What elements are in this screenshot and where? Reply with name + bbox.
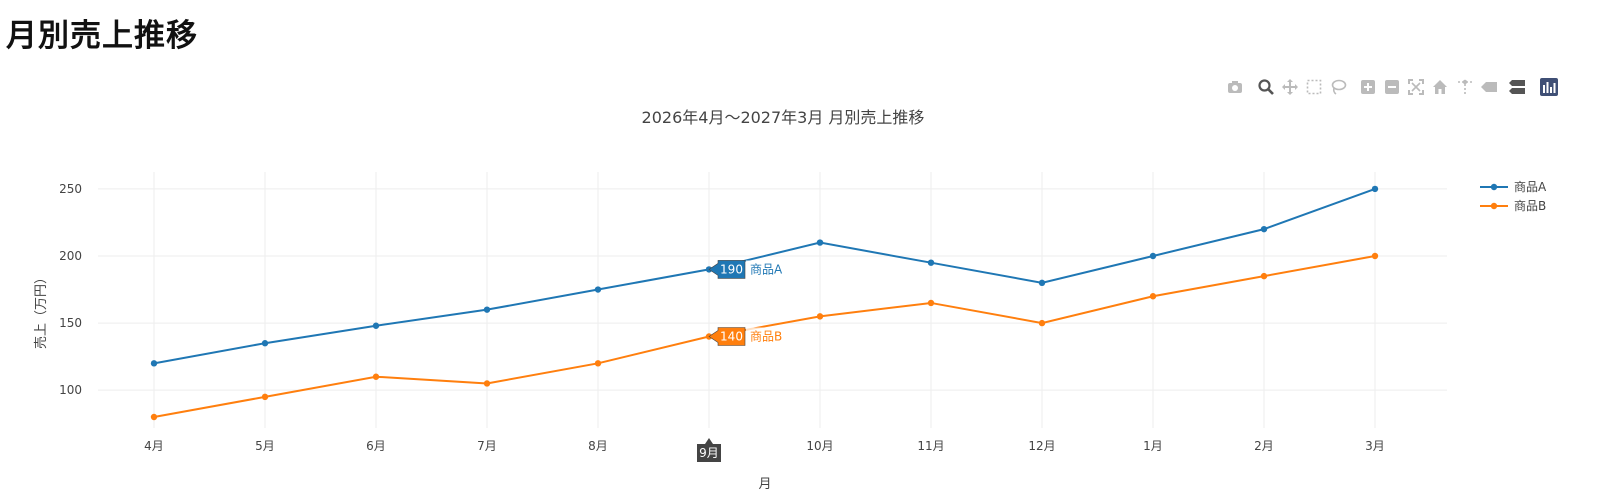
chart-title: 2026年4月〜2027年3月 月別売上推移 xyxy=(642,108,925,127)
autoscale-icon[interactable] xyxy=(1407,78,1425,96)
page-title: 月別売上推移 xyxy=(6,18,198,54)
y-tick-label: 100 xyxy=(59,383,82,397)
hover-label-value: 190 xyxy=(720,262,743,276)
x-tick-label: 12月 xyxy=(1028,439,1055,453)
series-line xyxy=(153,255,1376,418)
x-tick-label: 3月 xyxy=(1365,439,1385,453)
lasso-select-icon[interactable] xyxy=(1329,78,1347,96)
zoom-in-icon[interactable] xyxy=(1359,78,1377,96)
hover-label-backdrop xyxy=(746,260,786,279)
data-point xyxy=(261,340,269,347)
legend-marker xyxy=(1490,202,1498,210)
y-tick-label: 200 xyxy=(59,249,82,263)
box-select-icon[interactable] xyxy=(1305,78,1323,96)
hover-label-box xyxy=(708,260,746,279)
hover-label-backdrop xyxy=(746,327,786,346)
plotly-logo-icon[interactable] xyxy=(1540,78,1558,96)
x-tick-label: 6月 xyxy=(366,439,386,453)
x-tick-label: 7月 xyxy=(477,439,497,453)
data-point xyxy=(816,313,824,320)
hover-x-label: 9月 xyxy=(699,446,719,460)
data-point xyxy=(1149,252,1157,260)
data-point xyxy=(1371,185,1379,193)
x-tick-label: 10月 xyxy=(806,439,833,453)
x-tick-label: 5月 xyxy=(255,439,275,453)
data-point xyxy=(150,360,158,367)
hover-closest-icon[interactable] xyxy=(1480,78,1498,96)
x-tick-label: 4月 xyxy=(144,439,164,453)
data-point xyxy=(150,413,158,421)
data-point xyxy=(261,393,269,401)
data-point xyxy=(927,299,935,307)
data-point xyxy=(1260,272,1268,280)
data-point xyxy=(594,360,602,367)
hover-label-value: 140 xyxy=(720,329,743,343)
y-tick-label: 250 xyxy=(59,182,82,196)
data-point xyxy=(816,239,824,246)
legend-label: 商品B xyxy=(1514,198,1546,213)
data-point xyxy=(927,259,935,266)
y-tick-label: 150 xyxy=(59,316,82,330)
data-point xyxy=(1260,225,1268,233)
data-point xyxy=(1149,293,1157,300)
hover-label-box xyxy=(708,327,746,346)
data-point xyxy=(1038,279,1046,287)
x-tick-label: 2月 xyxy=(1254,439,1274,453)
series-line xyxy=(153,187,1376,365)
data-point xyxy=(1371,252,1379,260)
zoom-out-icon[interactable] xyxy=(1383,78,1401,96)
data-point xyxy=(1038,319,1046,327)
spike-lines-icon[interactable] xyxy=(1456,78,1474,96)
data-point xyxy=(372,322,380,329)
zoom-icon[interactable] xyxy=(1257,78,1275,96)
pan-icon[interactable] xyxy=(1281,78,1299,96)
x-tick-label: 11月 xyxy=(917,439,944,453)
x-axis-title: 月 xyxy=(758,477,771,492)
data-point xyxy=(594,286,602,293)
reset-axes-icon[interactable] xyxy=(1431,78,1449,96)
data-point xyxy=(483,306,491,313)
data-point xyxy=(372,373,380,380)
x-tick-label: 8月 xyxy=(588,439,608,453)
hover-compare-icon[interactable] xyxy=(1508,78,1526,96)
x-tick-label: 1月 xyxy=(1143,439,1163,453)
camera-icon[interactable] xyxy=(1226,78,1244,96)
hover-label-name: 商品B xyxy=(750,328,782,343)
data-point xyxy=(483,380,491,387)
hover-x-badge xyxy=(697,438,721,462)
legend-label: 商品A xyxy=(1514,179,1547,194)
legend-marker xyxy=(1490,183,1498,191)
hover-label-name: 商品A xyxy=(750,261,783,276)
y-axis-title: 売上（万円） xyxy=(33,271,49,349)
